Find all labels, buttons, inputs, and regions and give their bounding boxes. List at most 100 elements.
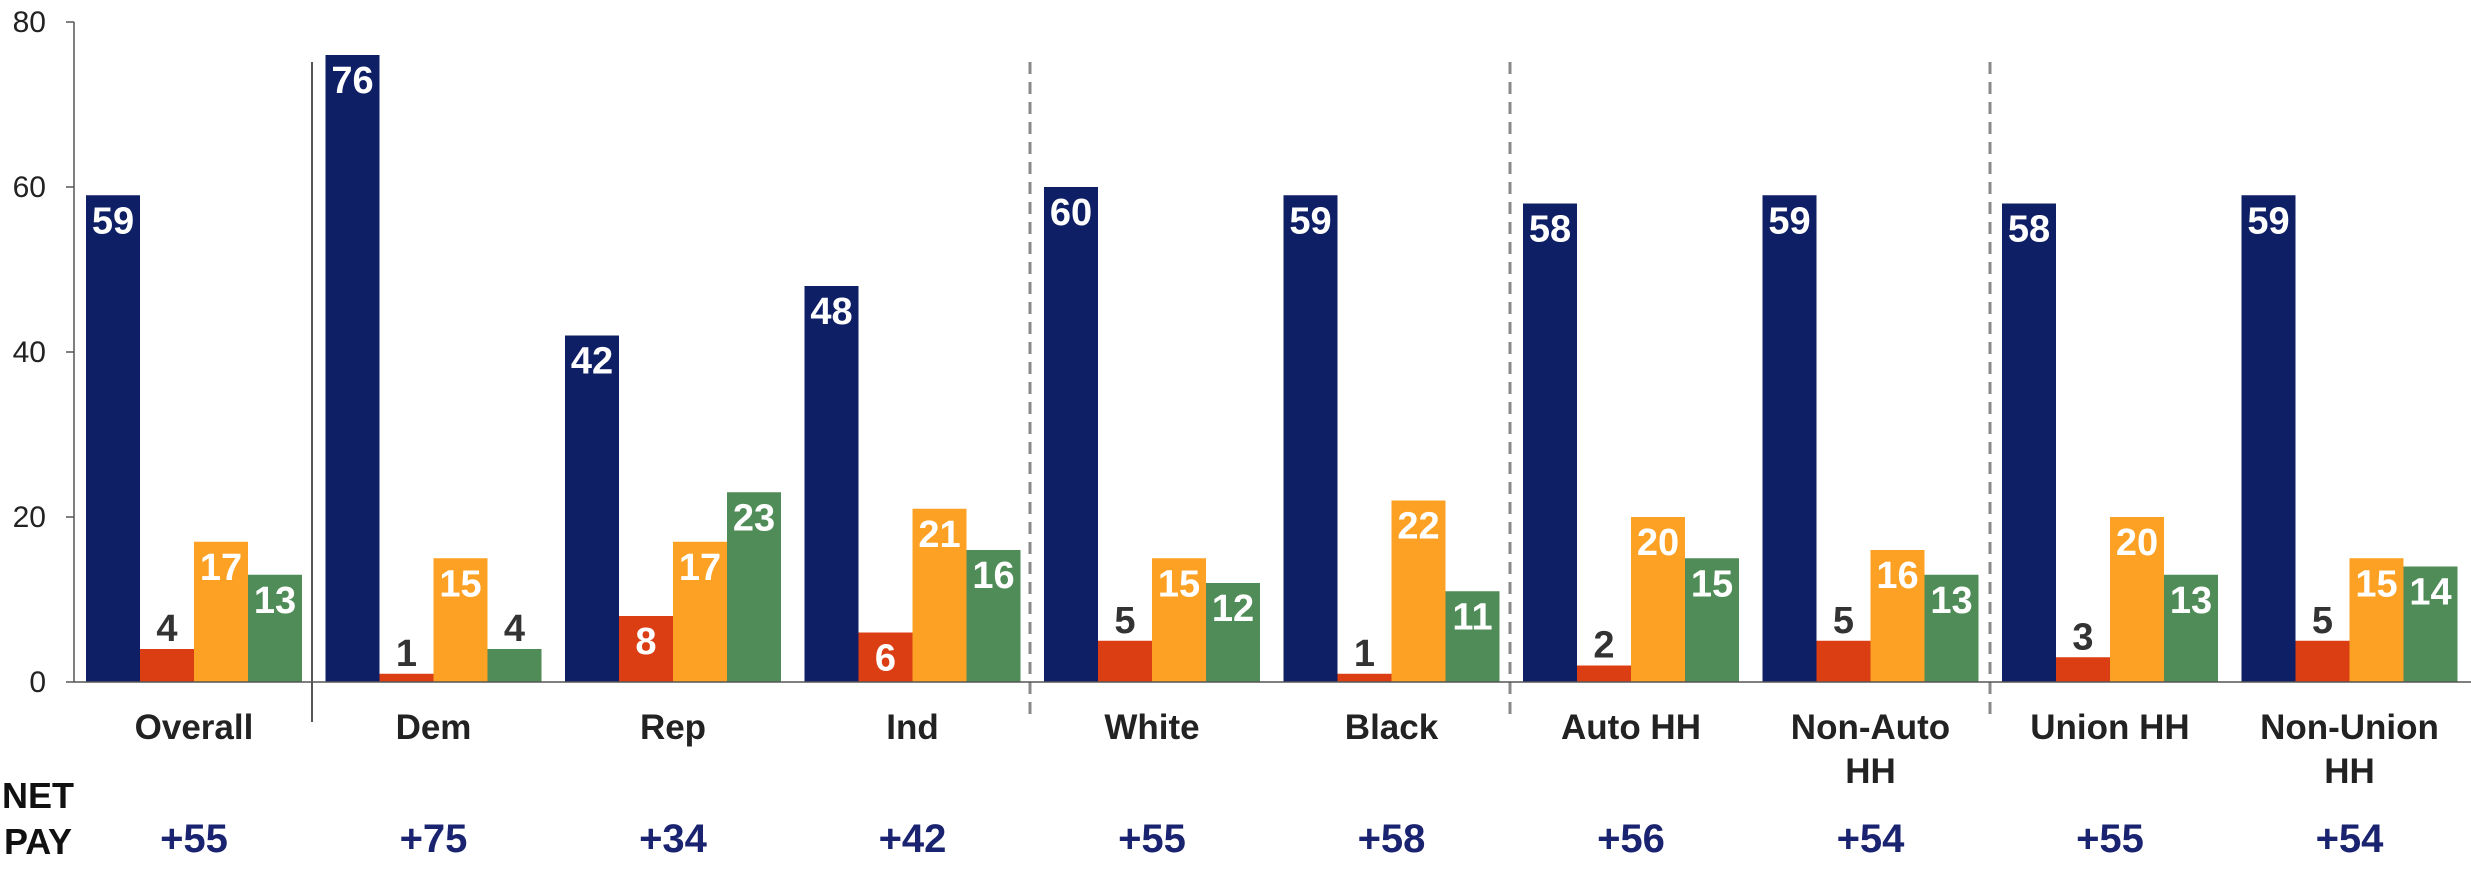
data-label: 4 [504, 608, 525, 650]
data-label: 6 [875, 638, 896, 680]
bar [2403, 566, 2458, 682]
data-label: 59 [1768, 200, 1810, 242]
bar [325, 55, 380, 682]
x-tick-label: HH [2324, 752, 2375, 791]
data-label: 76 [331, 60, 373, 102]
bar [2349, 558, 2404, 682]
y-tick-label: 0 [29, 666, 46, 699]
net-pay-label: NET [2, 775, 74, 816]
y-tick-label: 80 [13, 6, 46, 39]
bar [673, 541, 727, 682]
data-label: 60 [1050, 192, 1092, 234]
data-label: 5 [1833, 600, 1854, 642]
bar [194, 541, 248, 682]
bar [487, 649, 542, 682]
y-tick-label: 60 [13, 171, 46, 204]
bar [1044, 187, 1098, 682]
bar [1283, 195, 1338, 682]
data-label: 42 [571, 341, 613, 383]
x-tick-label: Ind [886, 708, 938, 747]
bar [433, 558, 488, 682]
net-pay-value: +54 [1837, 817, 1906, 861]
bar [1523, 203, 1577, 682]
data-labels: 5941713761154428172348621166051512591221… [92, 60, 2452, 680]
data-label: 22 [1397, 506, 1439, 548]
data-label: 15 [2355, 563, 2397, 605]
net-pay-value: +56 [1597, 817, 1665, 861]
x-tick-label: HH [1845, 752, 1896, 791]
data-label: 13 [1930, 580, 1972, 622]
x-tick-label: Non-Auto [1791, 708, 1950, 747]
group-separators [311, 62, 1992, 722]
data-label: 59 [2247, 200, 2289, 242]
data-label: 15 [1691, 563, 1733, 605]
bar [1577, 665, 1631, 682]
data-label: 48 [810, 291, 852, 333]
data-label: 20 [2116, 522, 2158, 564]
data-label: 16 [972, 555, 1014, 597]
x-axis: Overall Dem Rep Ind White Black Auto HH Non-Aut… [74, 681, 2471, 791]
x-tick-label: Auto HH [1561, 708, 1701, 747]
bar [1445, 591, 1500, 682]
data-label: 3 [2072, 616, 2093, 658]
x-tick-label: White [1104, 708, 1199, 747]
data-label: 20 [1637, 522, 1679, 564]
net-pay-value: +58 [1358, 817, 1426, 861]
bar [86, 195, 140, 682]
data-label: 17 [679, 547, 721, 589]
net-pay-label: PAY [4, 821, 72, 862]
bar [1098, 640, 1152, 682]
data-label: 2 [1593, 625, 1614, 667]
x-tick-label: Union HH [2030, 708, 2189, 747]
data-label: 58 [1529, 209, 1571, 251]
bar [2164, 574, 2218, 682]
net-pay-value: +55 [1118, 817, 1186, 861]
net-pay-row: NET PAY +55 +75 +34 +42 +55 +58 +56 +54 +55 +54 [2, 775, 2384, 862]
y-tick-label: 40 [13, 336, 46, 369]
data-label: 15 [439, 563, 481, 605]
bar [248, 574, 302, 682]
bar [912, 508, 967, 682]
data-label: 8 [635, 621, 656, 663]
bar [1924, 574, 1979, 682]
bar [1685, 558, 1739, 682]
x-tick-label: Overall [135, 708, 254, 747]
data-label: 21 [918, 514, 960, 556]
bar [1816, 640, 1871, 682]
x-tick-label: Dem [396, 708, 472, 747]
x-tick-label: Black [1345, 708, 1439, 747]
data-label: 17 [200, 547, 242, 589]
y-tick-label: 20 [13, 501, 46, 534]
bar [2056, 657, 2110, 682]
data-label: 15 [1158, 563, 1200, 605]
net-pay-value: +75 [400, 817, 468, 861]
bar [1152, 558, 1206, 682]
net-pay-value: +54 [2316, 817, 2385, 861]
bar [2110, 517, 2164, 682]
net-pay-value: +55 [2076, 817, 2144, 861]
bar [1391, 500, 1446, 682]
bar [1206, 583, 1260, 682]
bar [2295, 640, 2350, 682]
data-label: 5 [2312, 600, 2333, 642]
data-label: 13 [2170, 580, 2212, 622]
bars [86, 55, 2458, 682]
data-label: 58 [2008, 209, 2050, 251]
bar [727, 492, 781, 682]
x-tick-label: Non-Union [2260, 708, 2439, 747]
bar [2002, 203, 2056, 682]
bar [2241, 195, 2296, 682]
data-label: 23 [733, 497, 775, 539]
x-tick-label: Rep [640, 708, 706, 747]
bar [804, 286, 859, 682]
bar [565, 335, 619, 682]
data-label: 59 [1289, 200, 1331, 242]
bar [379, 673, 434, 682]
bar [1870, 550, 1925, 682]
data-label: 12 [1212, 588, 1254, 630]
bar [966, 550, 1021, 682]
net-pay-value: +34 [639, 817, 708, 861]
data-label: 14 [2409, 572, 2451, 614]
data-label: 5 [1114, 600, 1135, 642]
